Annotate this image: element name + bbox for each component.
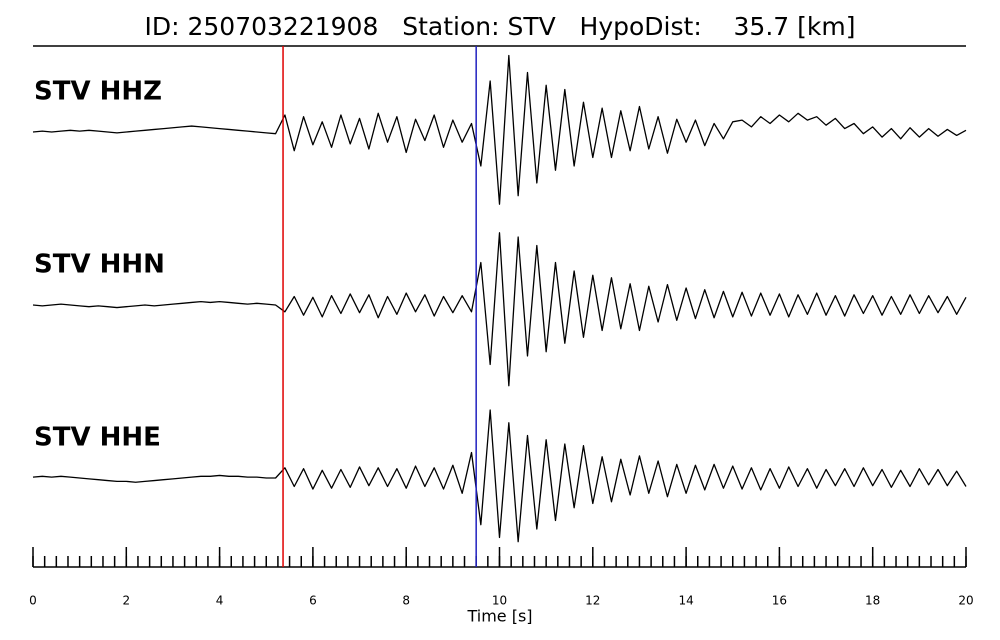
x-tick-label: 14	[678, 594, 693, 608]
x-axis-label: Time [s]	[466, 607, 532, 626]
x-tick-label: 20	[958, 594, 973, 608]
x-tick-label: 18	[865, 594, 880, 608]
x-tick-label: 10	[492, 594, 507, 608]
x-tick-label: 2	[122, 594, 130, 608]
x-tick-label: 6	[309, 594, 317, 608]
x-tick-label: 16	[772, 594, 787, 608]
waveform	[32, 232, 967, 387]
x-tick-label: 8	[402, 594, 410, 608]
trace-label: STV HHN	[34, 250, 165, 280]
chart-title: ID: 250703221908 Station: STV HypoDist: …	[145, 12, 856, 41]
trace-label: STV HHE	[34, 423, 161, 453]
trace-label: STV HHZ	[34, 77, 162, 107]
waveform	[32, 54, 967, 205]
waveform	[32, 409, 967, 543]
x-tick-label: 12	[585, 594, 600, 608]
x-tick-label: 4	[216, 594, 224, 608]
x-tick-label: 0	[29, 594, 37, 608]
